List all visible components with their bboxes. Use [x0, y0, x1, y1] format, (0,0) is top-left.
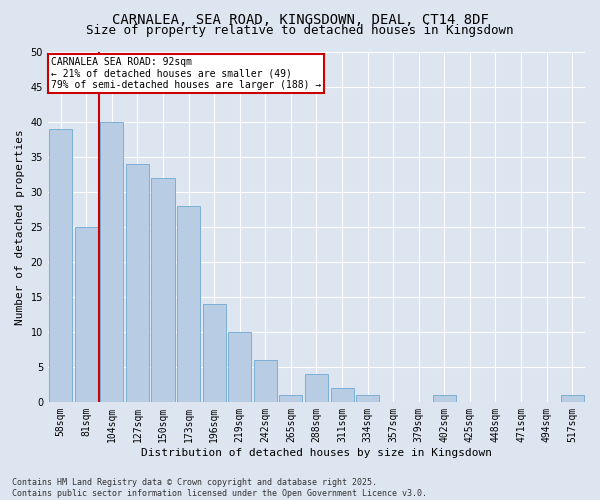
Bar [305, 374, 328, 402]
Text: CARNALEA, SEA ROAD, KINGSDOWN, DEAL, CT14 8DF: CARNALEA, SEA ROAD, KINGSDOWN, DEAL, CT1… [112, 12, 488, 26]
Bar [433, 395, 456, 402]
Bar [203, 304, 226, 402]
Bar [126, 164, 149, 402]
Bar [254, 360, 277, 402]
Text: Size of property relative to detached houses in Kingsdown: Size of property relative to detached ho… [86, 24, 514, 37]
Bar [228, 332, 251, 402]
Bar [151, 178, 175, 402]
Y-axis label: Number of detached properties: Number of detached properties [15, 129, 25, 324]
Bar [331, 388, 353, 402]
Text: Contains HM Land Registry data © Crown copyright and database right 2025.
Contai: Contains HM Land Registry data © Crown c… [12, 478, 427, 498]
Bar [100, 122, 124, 402]
X-axis label: Distribution of detached houses by size in Kingsdown: Distribution of detached houses by size … [141, 448, 492, 458]
Bar [280, 395, 302, 402]
Bar [356, 395, 379, 402]
Bar [177, 206, 200, 402]
Bar [49, 128, 72, 402]
Bar [561, 395, 584, 402]
Bar [75, 226, 98, 402]
Text: CARNALEA SEA ROAD: 92sqm
← 21% of detached houses are smaller (49)
79% of semi-d: CARNALEA SEA ROAD: 92sqm ← 21% of detach… [50, 57, 321, 90]
